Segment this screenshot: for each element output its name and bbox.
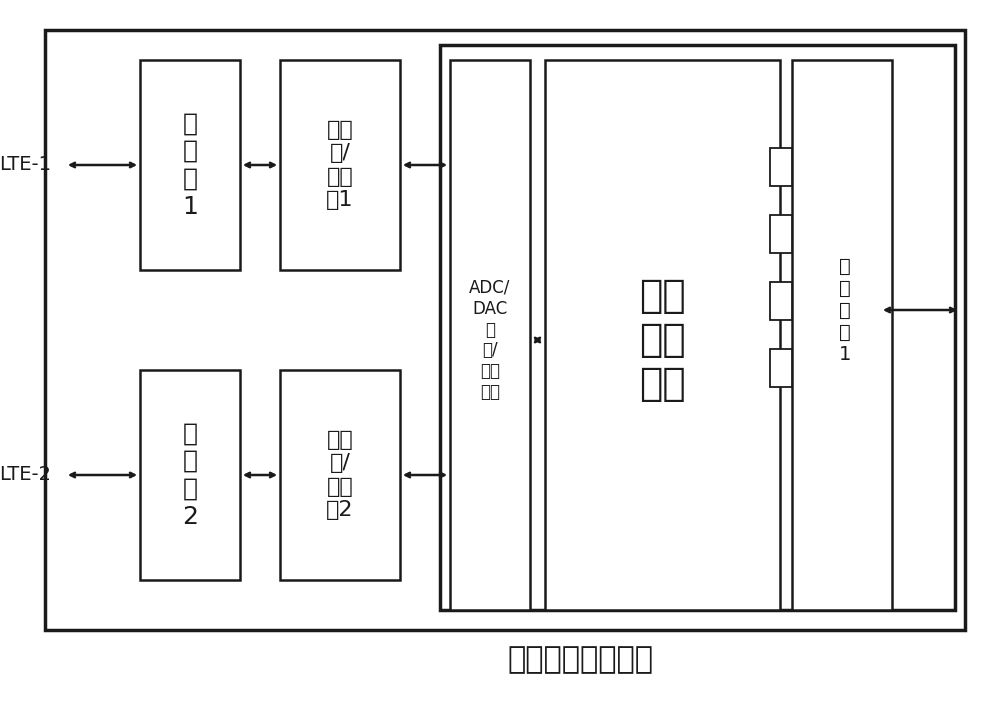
Bar — [280, 370, 400, 580]
Text: 光
收
发
器
1: 光 收 发 器 1 — [839, 256, 851, 363]
Text: LTE-2: LTE-2 — [0, 466, 51, 485]
Text: 近端
上/
下变
频2: 近端 上/ 下变 频2 — [326, 431, 354, 520]
Bar — [545, 60, 780, 610]
Bar — [440, 45, 955, 610]
Bar — [45, 30, 965, 630]
Bar — [770, 349, 792, 387]
Bar — [140, 370, 240, 580]
Bar — [770, 148, 792, 186]
Text: 近端数字中频模块: 近端数字中频模块 — [507, 645, 653, 675]
Bar — [792, 60, 892, 610]
Text: 近端
上/
下变
频1: 近端 上/ 下变 频1 — [326, 120, 354, 210]
Text: ADC/
DAC
模
数/
数模
转换: ADC/ DAC 模 数/ 数模 转换 — [469, 279, 511, 401]
Text: 双
工
器
1: 双 工 器 1 — [182, 111, 198, 218]
Text: LTE-1: LTE-1 — [0, 156, 51, 174]
Bar — [140, 60, 240, 270]
Bar — [280, 60, 400, 270]
Bar — [770, 215, 792, 253]
Bar — [450, 60, 530, 610]
Bar — [770, 282, 792, 320]
Text: 双
工
器
2: 双 工 器 2 — [182, 421, 198, 528]
Text: 近端
基带
处理: 近端 基带 处理 — [639, 277, 685, 403]
